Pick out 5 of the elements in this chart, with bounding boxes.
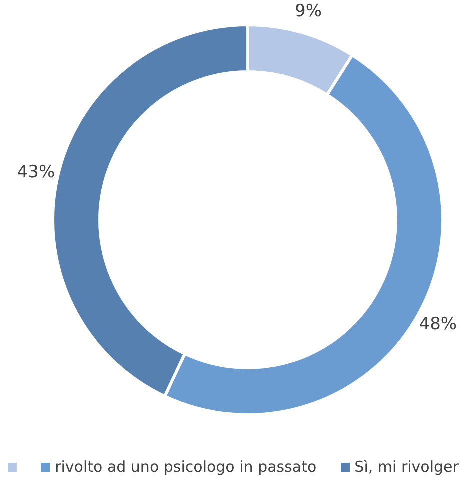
data-label: 48% <box>419 314 458 335</box>
legend-label: Sì, mi rivolger <box>354 458 459 476</box>
legend-label: rivolto ad uno psicologo in passato <box>54 458 317 476</box>
data-label: 9% <box>295 2 322 22</box>
data-label: 43% <box>17 162 56 183</box>
